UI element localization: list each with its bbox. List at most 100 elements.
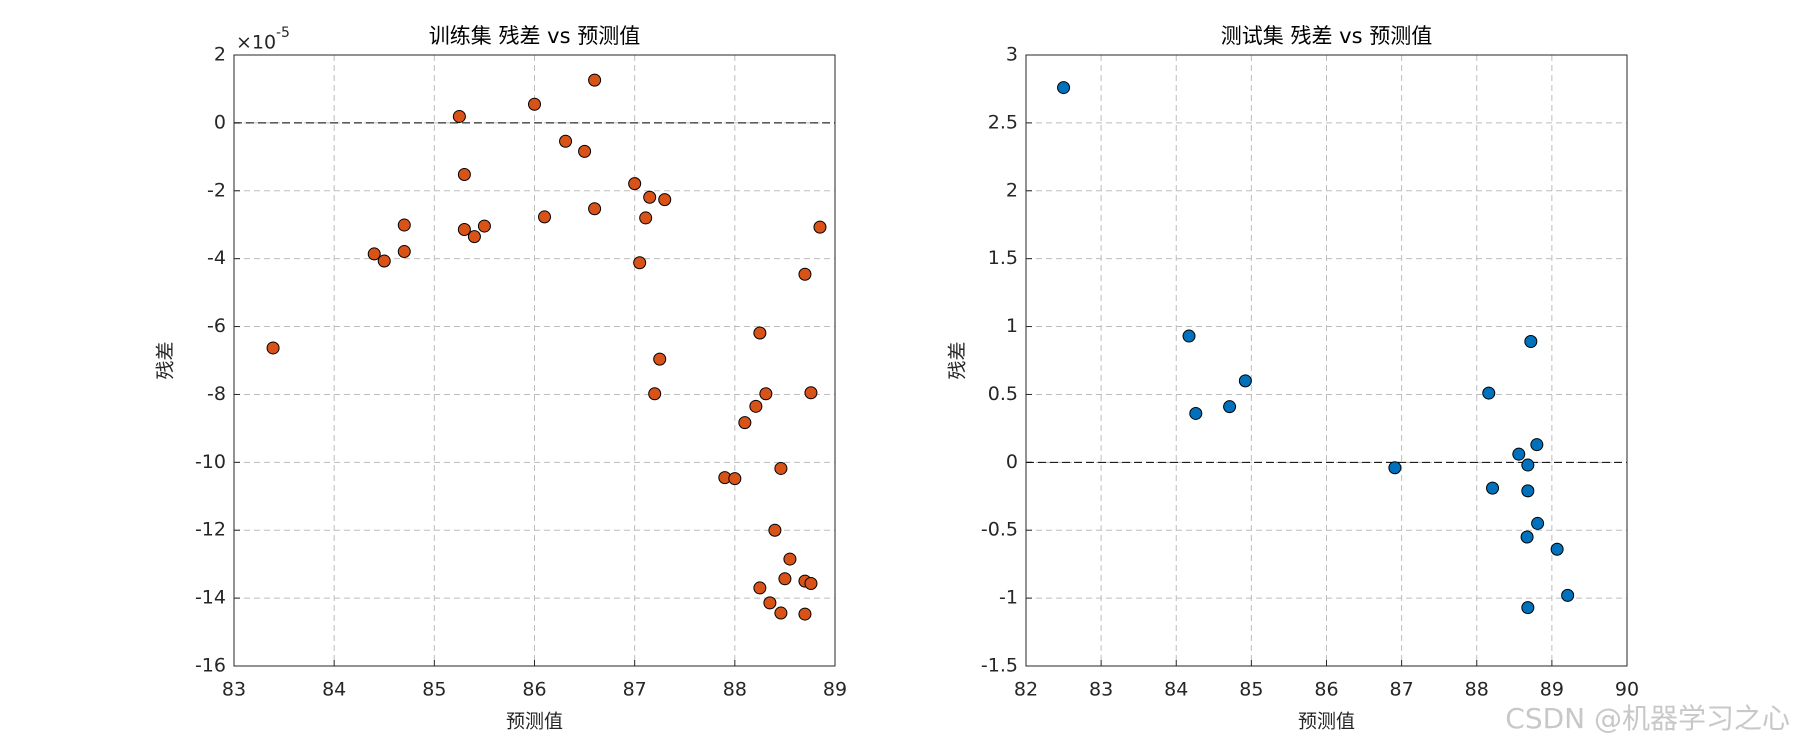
scatter-point — [578, 144, 592, 158]
scatter-point — [457, 167, 471, 181]
x-tick-label: 82 — [1014, 679, 1038, 701]
y-tick-label: 0 — [214, 111, 226, 133]
scatter-point — [1057, 81, 1071, 95]
scatter-point — [397, 245, 411, 259]
x-tick-label: 85 — [1239, 679, 1263, 701]
x-tick-label: 87 — [1390, 679, 1414, 701]
scatter-point — [738, 416, 752, 430]
y-tick-label: 1.5 — [988, 247, 1018, 269]
y-tick-label: -10 — [195, 451, 226, 473]
scatter-point — [1238, 374, 1252, 388]
y-tick-label: -14 — [195, 587, 226, 609]
y-tick-label: 1 — [1006, 315, 1018, 337]
scatter-point — [774, 606, 788, 620]
scatter-point — [1524, 334, 1538, 348]
axes-frame — [233, 54, 836, 667]
scatter-point — [1520, 530, 1534, 544]
y-tick-label: -12 — [195, 519, 226, 541]
scatter-point — [377, 254, 391, 268]
watermark: CSDN @机器学习之心 — [1505, 702, 1790, 735]
scatter-point — [639, 211, 653, 225]
y-tick-label: 0 — [1006, 451, 1018, 473]
scatter-point — [798, 267, 812, 281]
scatter-point — [753, 581, 767, 595]
scatter-point — [749, 399, 763, 413]
x-axis-label: 预测值 — [1298, 711, 1355, 733]
scatter-point — [588, 202, 602, 216]
scatter-point — [768, 523, 782, 537]
scatter-point — [1550, 542, 1564, 556]
scatter-point — [559, 134, 573, 148]
x-tick-label: 84 — [1164, 679, 1188, 701]
y-tick-label: -2 — [207, 179, 226, 201]
x-tick-label: 86 — [1314, 679, 1338, 701]
scatter-point — [643, 190, 657, 204]
x-tick-label: 90 — [1615, 679, 1639, 701]
y-tick-label: 0.5 — [988, 383, 1018, 405]
y-tick-label: -1 — [999, 587, 1018, 609]
y-tick-label: 2.5 — [988, 111, 1018, 133]
scatter-point — [653, 352, 667, 366]
scatter-point — [1189, 406, 1203, 420]
scatter-point — [753, 326, 767, 340]
y-multiplier-base: ×10 — [236, 32, 276, 54]
scatter-point — [628, 177, 642, 191]
scatter-point — [457, 222, 471, 236]
scatter-point — [633, 256, 647, 270]
scatter-point — [783, 552, 797, 566]
x-tick-label: 89 — [1540, 679, 1564, 701]
scatter-point — [1182, 329, 1196, 343]
scatter-point — [774, 461, 788, 475]
scatter-point — [648, 387, 662, 401]
scatter-point — [588, 73, 602, 87]
scatter-point — [804, 577, 818, 591]
y-axis-label: 残差 — [155, 341, 177, 379]
scatter-point — [798, 607, 812, 621]
scatter-point — [1521, 458, 1535, 472]
scatter-point — [1521, 484, 1535, 498]
scatter-point — [1512, 447, 1526, 461]
x-tick-label: 83 — [1089, 679, 1113, 701]
chart-title: 测试集 残差 vs 预测值 — [1221, 24, 1432, 48]
y-multiplier-exponent: -5 — [276, 25, 290, 41]
y-tick-label: 2 — [1006, 179, 1018, 201]
x-tick-label: 83 — [222, 679, 246, 701]
scatter-point — [1223, 400, 1237, 414]
scatter-point — [728, 472, 742, 486]
axes-frame — [1025, 54, 1628, 667]
scatter-point — [1388, 461, 1402, 475]
scatter-point — [658, 193, 672, 207]
scatter-point — [538, 210, 552, 224]
scatter-point — [266, 341, 280, 355]
y-tick-label: 2 — [214, 44, 226, 66]
scatter-point — [452, 109, 466, 123]
scatter-point — [1482, 386, 1496, 400]
y-tick-label: -4 — [207, 247, 226, 269]
x-tick-label: 86 — [522, 679, 546, 701]
scatter-point — [1530, 438, 1544, 452]
x-tick-label: 88 — [1465, 679, 1489, 701]
y-tick-label: -8 — [207, 383, 226, 405]
scatter-point — [759, 387, 773, 401]
x-axis-label: 预测值 — [506, 711, 563, 733]
scatter-point — [1486, 481, 1500, 495]
chart-title: 训练集 残差 vs 预测值 — [429, 24, 640, 48]
x-tick-label: 89 — [823, 679, 847, 701]
scatter-point — [397, 218, 411, 232]
y-tick-label: -16 — [195, 655, 226, 677]
scatter-point — [1521, 601, 1535, 615]
scatter-point — [367, 247, 381, 261]
x-tick-label: 87 — [623, 679, 647, 701]
y-tick-label: -1.5 — [981, 655, 1018, 677]
scatter-point — [1561, 588, 1575, 602]
scatter-point — [477, 219, 491, 233]
x-tick-label: 85 — [422, 679, 446, 701]
x-tick-label: 84 — [322, 679, 346, 701]
scatter-point — [528, 97, 541, 111]
scatter-point — [778, 572, 792, 586]
y-tick-label: -0.5 — [981, 519, 1018, 541]
scatter-point — [763, 596, 777, 610]
scatter-point — [467, 230, 481, 244]
scatter-point — [804, 386, 818, 400]
y-axis-label: 残差 — [947, 341, 969, 379]
